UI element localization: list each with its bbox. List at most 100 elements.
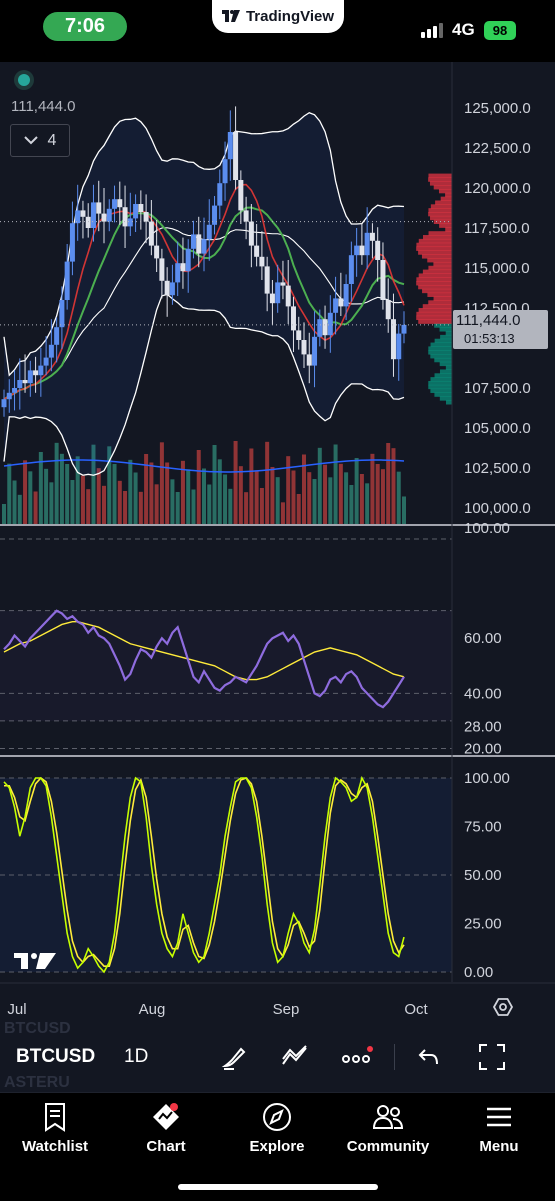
- rsi-line: [3, 609, 405, 709]
- candle: [390, 319, 396, 360]
- volume-profile-row: [445, 331, 452, 336]
- volume-bar: [286, 456, 291, 524]
- draw-tool-button[interactable]: [217, 1040, 251, 1074]
- volume-bar: [17, 494, 22, 524]
- volume-bar: [65, 464, 70, 524]
- volume-bar: [107, 446, 112, 524]
- tab-explore[interactable]: Explore: [222, 1100, 332, 1155]
- price-tick-label: 105,000.0: [464, 420, 531, 437]
- volume-bar: [28, 471, 33, 524]
- volume-bar: [159, 442, 164, 524]
- candle: [264, 266, 270, 294]
- fullscreen-button[interactable]: [475, 1040, 509, 1074]
- volume-bar: [249, 448, 254, 524]
- volume-profile-row: [418, 284, 452, 290]
- bottom-tab-bar: [0, 1092, 555, 1201]
- candle: [106, 208, 112, 222]
- volume-profile-row: [428, 350, 452, 355]
- candle: [38, 365, 44, 376]
- volume-profile-row: [428, 231, 452, 236]
- candle: [159, 258, 165, 281]
- volume-bar: [296, 494, 301, 524]
- tab-community[interactable]: Community: [333, 1100, 443, 1155]
- last-price-label: [453, 310, 548, 349]
- candle: [64, 261, 70, 300]
- tab-label: Explore: [249, 1138, 305, 1155]
- stoch-tick-label: 0.00: [464, 964, 493, 981]
- timeframe-selector[interactable]: 1D: [124, 1046, 149, 1067]
- candle: [354, 245, 360, 256]
- volume-bar: [202, 468, 206, 524]
- more-button[interactable]: [340, 1040, 374, 1074]
- tab-label: Watchlist: [21, 1138, 89, 1155]
- volume-bar: [117, 480, 122, 524]
- volume-bar: [80, 475, 85, 524]
- chart-canvas[interactable]: 125,000.0 122,500.0 120,000.0 117,500.0 115,…: [0, 62, 555, 1024]
- volume-profile-row: [428, 265, 452, 271]
- volume-bar: [307, 472, 312, 524]
- candle: [401, 324, 407, 334]
- volume-bar: [70, 480, 75, 524]
- volume-profile-row: [416, 315, 452, 321]
- app-name: TradingView: [245, 8, 335, 25]
- volume-bar: [191, 489, 196, 524]
- candle: [306, 354, 312, 366]
- tab-chart[interactable]: Chart: [111, 1100, 221, 1155]
- volume-profile-row: [440, 334, 452, 340]
- indicator-count: 4: [47, 131, 57, 149]
- price-tick-label: 120,000.0: [464, 180, 531, 197]
- candle: [80, 210, 86, 217]
- volume-bar: [270, 467, 275, 524]
- tab-watchlist[interactable]: Watchlist: [0, 1100, 110, 1155]
- price-tick-label: 115,000.0: [464, 260, 530, 277]
- price-tick-label: 102,500.0: [464, 460, 531, 477]
- candle: [233, 132, 239, 180]
- candle: [338, 298, 344, 307]
- rsi-ma-line: [3, 621, 405, 681]
- symbol-selector[interactable]: BTCUSD: [16, 1046, 96, 1067]
- candle: [296, 330, 302, 340]
- candle: [196, 234, 202, 254]
- candle: [143, 212, 149, 222]
- stoch-tick-label: 100.00: [464, 770, 510, 787]
- volume-bar: [133, 472, 138, 524]
- price-tick-label: 100,000.0: [464, 500, 531, 517]
- candle: [301, 340, 307, 355]
- candle: [6, 392, 12, 400]
- volume-bar: [375, 464, 380, 524]
- volume-profile-row: [433, 296, 452, 301]
- candle: [275, 282, 281, 304]
- volume-profile-row: [416, 311, 452, 317]
- candle: [359, 245, 365, 256]
- volume-bar: [396, 471, 401, 524]
- undo-button[interactable]: [412, 1040, 446, 1074]
- candle: [290, 306, 296, 331]
- volume-bar: [38, 452, 43, 524]
- tab-menu[interactable]: Menu: [444, 1100, 554, 1155]
- toolbar-divider: [394, 1044, 395, 1070]
- volume-profile-row: [416, 246, 452, 251]
- volume-profile-row: [434, 357, 452, 363]
- undo-icon: [418, 1049, 438, 1065]
- volume-bar: [228, 488, 233, 524]
- indicators-button[interactable]: [278, 1040, 312, 1074]
- volume-bar: [386, 443, 391, 524]
- volume-profile-row: [434, 323, 452, 328]
- candle: [48, 344, 54, 358]
- volume-bar: [391, 448, 396, 524]
- rsi-tick-label: 20.00: [464, 740, 502, 757]
- market-status-dot-icon[interactable]: [18, 74, 30, 86]
- volume-profile-row: [416, 242, 452, 248]
- volume-profile-row: [422, 235, 452, 240]
- stoch-tick-label: 75.00: [464, 819, 502, 836]
- stoch-tick-label: 25.00: [464, 916, 502, 933]
- candle: [54, 327, 60, 345]
- people-icon: [333, 1100, 443, 1134]
- volume-profile-row: [422, 269, 452, 274]
- candle: [59, 300, 65, 328]
- indicator-collapse-button[interactable]: 4: [10, 124, 70, 157]
- volume-profile-row: [416, 277, 452, 282]
- app-indicator-pill[interactable]: TradingView: [212, 0, 344, 33]
- price-tick-label: 122,500.0: [464, 140, 531, 157]
- candle: [217, 183, 223, 206]
